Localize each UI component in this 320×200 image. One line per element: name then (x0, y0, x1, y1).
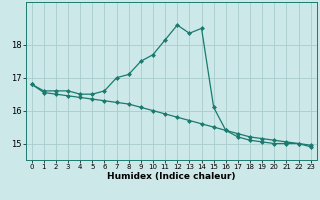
X-axis label: Humidex (Indice chaleur): Humidex (Indice chaleur) (107, 172, 236, 181)
